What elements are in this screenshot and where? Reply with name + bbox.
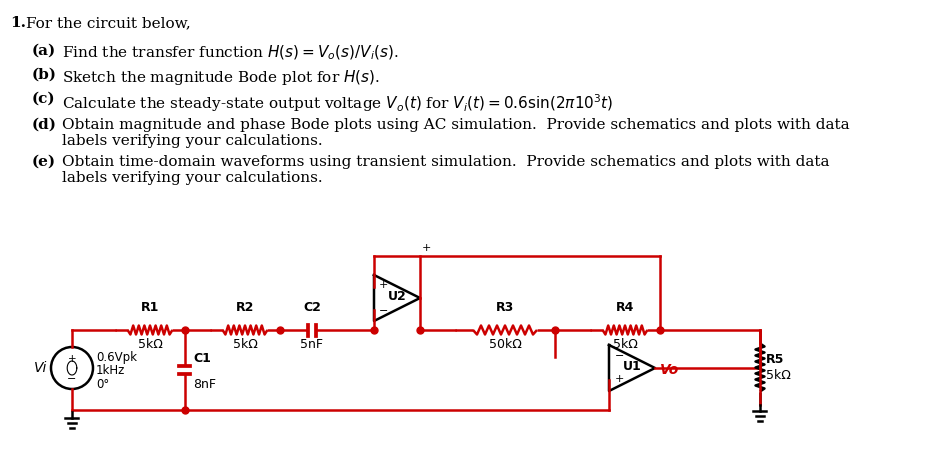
Text: −: − (615, 352, 625, 362)
Text: 50kΩ: 50kΩ (489, 338, 521, 351)
Text: 5kΩ: 5kΩ (613, 338, 638, 351)
Text: R2: R2 (235, 301, 254, 314)
Text: Calculate the steady-state output voltage $V_o(t)$ for $V_i(t) = 0.6\sin(2\pi10^: Calculate the steady-state output voltag… (62, 92, 614, 114)
Text: C1: C1 (193, 352, 210, 365)
Text: labels verifying your calculations.: labels verifying your calculations. (62, 134, 323, 148)
Text: 5kΩ: 5kΩ (137, 338, 162, 351)
Text: 5kΩ: 5kΩ (766, 369, 791, 382)
Text: Obtain time-domain waveforms using transient simulation.  Provide schematics and: Obtain time-domain waveforms using trans… (62, 155, 830, 169)
Text: R3: R3 (496, 301, 514, 314)
Text: 8nF: 8nF (193, 378, 216, 391)
Text: +: + (68, 354, 76, 364)
Text: For the circuit below,: For the circuit below, (26, 16, 191, 30)
Text: U2: U2 (387, 289, 406, 303)
Text: Find the transfer function $H(s) = V_o(s)/V_i(s)$.: Find the transfer function $H(s) = V_o(s… (62, 44, 399, 62)
Text: 1.: 1. (10, 16, 26, 30)
Text: (a): (a) (32, 44, 57, 58)
Text: Sketch the magnitude Bode plot for $H(s)$.: Sketch the magnitude Bode plot for $H(s)… (62, 68, 380, 87)
Text: Obtain magnitude and phase Bode plots using AC simulation.  Provide schematics a: Obtain magnitude and phase Bode plots us… (62, 118, 850, 132)
Text: (b): (b) (32, 68, 57, 82)
Text: 5kΩ: 5kΩ (233, 338, 258, 351)
Text: +: + (422, 243, 431, 253)
Text: R1: R1 (141, 301, 159, 314)
Text: R5: R5 (766, 353, 784, 366)
Text: Vi: Vi (33, 361, 47, 375)
Text: Vo: Vo (660, 363, 679, 377)
Text: (d): (d) (32, 118, 57, 132)
Text: labels verifying your calculations.: labels verifying your calculations. (62, 171, 323, 185)
Text: +: + (379, 280, 388, 290)
Text: R4: R4 (616, 301, 634, 314)
Text: 5nF: 5nF (300, 338, 324, 351)
Text: 1kHz: 1kHz (96, 364, 125, 378)
Text: 0.6Vpk: 0.6Vpk (96, 352, 137, 364)
Text: U1: U1 (623, 359, 641, 373)
Text: (e): (e) (32, 155, 57, 169)
Text: −: − (379, 306, 388, 316)
Text: (c): (c) (32, 92, 56, 106)
Text: +: + (615, 374, 625, 384)
Text: C2: C2 (303, 301, 321, 314)
Text: −: − (68, 374, 77, 384)
Text: 0°: 0° (96, 378, 109, 390)
